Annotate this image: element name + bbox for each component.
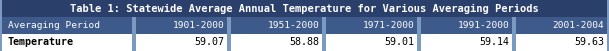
Bar bbox=[136, 17, 227, 34]
Bar bbox=[516, 34, 607, 51]
Text: 1971-2000: 1971-2000 bbox=[362, 21, 414, 30]
Text: 59.07: 59.07 bbox=[194, 37, 224, 47]
Bar bbox=[231, 34, 322, 51]
Text: 59.01: 59.01 bbox=[384, 37, 414, 47]
Bar bbox=[421, 34, 512, 51]
Bar bbox=[326, 17, 417, 34]
Text: 59.14: 59.14 bbox=[479, 37, 509, 47]
Bar bbox=[2, 34, 132, 51]
Bar bbox=[516, 17, 607, 34]
Text: Table 1: Statewide Average Annual Temperature for Various Averaging Periods: Table 1: Statewide Average Annual Temper… bbox=[70, 3, 539, 14]
Bar bbox=[2, 17, 132, 34]
Text: 58.88: 58.88 bbox=[289, 37, 319, 47]
Text: 59.63: 59.63 bbox=[574, 37, 604, 47]
Text: 1951-2000: 1951-2000 bbox=[267, 21, 319, 30]
Text: 2001-2004: 2001-2004 bbox=[552, 21, 604, 30]
Bar bbox=[136, 34, 227, 51]
Text: 1901-2000: 1901-2000 bbox=[172, 21, 224, 30]
Bar bbox=[231, 17, 322, 34]
Text: Averaging Period: Averaging Period bbox=[8, 21, 100, 30]
Text: 1991-2000: 1991-2000 bbox=[457, 21, 509, 30]
Bar bbox=[2, 0, 607, 17]
Text: Temperature: Temperature bbox=[8, 37, 74, 47]
Bar bbox=[326, 34, 417, 51]
Bar bbox=[421, 17, 512, 34]
